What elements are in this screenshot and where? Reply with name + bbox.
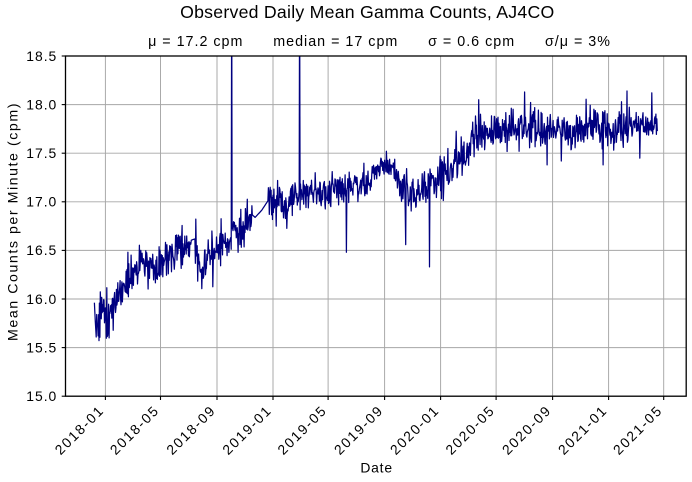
svg-text:Date: Date bbox=[360, 459, 393, 475]
svg-text:16.5: 16.5 bbox=[26, 242, 57, 258]
svg-text:15.5: 15.5 bbox=[26, 339, 57, 355]
svg-text:18.5: 18.5 bbox=[26, 48, 57, 64]
svg-text:17.0: 17.0 bbox=[26, 194, 57, 210]
svg-text:Mean Counts per Minute (cpm): Mean Counts per Minute (cpm) bbox=[6, 102, 22, 341]
svg-text:15.0: 15.0 bbox=[26, 388, 57, 404]
svg-text:μ = 17.2 cpm median = 17: μ = 17.2 cpm median = 17 cpm σ = 0.6 cpm… bbox=[148, 34, 611, 50]
svg-text:Observed Daily Mean Gamma Coun: Observed Daily Mean Gamma Counts, AJ4CO bbox=[180, 2, 554, 22]
svg-text:16.0: 16.0 bbox=[26, 291, 57, 307]
svg-text:18.0: 18.0 bbox=[26, 96, 57, 112]
svg-text:17.5: 17.5 bbox=[26, 145, 57, 161]
